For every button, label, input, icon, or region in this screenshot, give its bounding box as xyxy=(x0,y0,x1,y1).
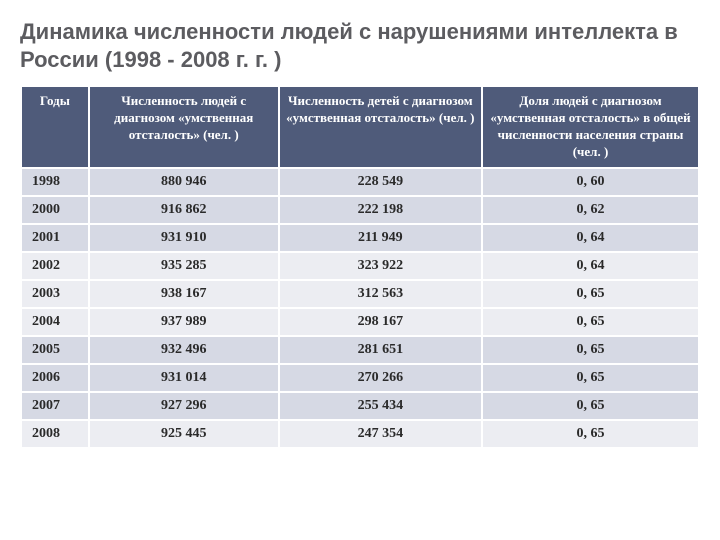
data-table: Годы Численность людей с диагнозом «умст… xyxy=(20,85,700,449)
col-header: Доля людей с диагнозом «умственная отста… xyxy=(482,86,699,168)
cell-year: 1998 xyxy=(21,168,89,196)
cell-value: 0, 62 xyxy=(482,196,699,224)
table-row: 2006 931 014 270 266 0, 65 xyxy=(21,364,699,392)
cell-value: 0, 65 xyxy=(482,420,699,448)
cell-value: 0, 64 xyxy=(482,224,699,252)
cell-value: 255 434 xyxy=(279,392,482,420)
cell-value: 0, 65 xyxy=(482,280,699,308)
cell-value: 312 563 xyxy=(279,280,482,308)
cell-value: 222 198 xyxy=(279,196,482,224)
col-header: Численность детей с диагнозом «умственна… xyxy=(279,86,482,168)
table-row: 2000 916 862 222 198 0, 62 xyxy=(21,196,699,224)
cell-value: 247 354 xyxy=(279,420,482,448)
cell-year: 2002 xyxy=(21,252,89,280)
cell-value: 935 285 xyxy=(89,252,279,280)
cell-value: 931 014 xyxy=(89,364,279,392)
cell-value: 270 266 xyxy=(279,364,482,392)
cell-value: 0, 65 xyxy=(482,308,699,336)
cell-value: 880 946 xyxy=(89,168,279,196)
cell-value: 228 549 xyxy=(279,168,482,196)
cell-value: 931 910 xyxy=(89,224,279,252)
cell-year: 2007 xyxy=(21,392,89,420)
cell-year: 2000 xyxy=(21,196,89,224)
table-row: 2004 937 989 298 167 0, 65 xyxy=(21,308,699,336)
table-row: 2007 927 296 255 434 0, 65 xyxy=(21,392,699,420)
page-title: Динамика численности людей с нарушениями… xyxy=(20,18,700,73)
cell-value: 0, 65 xyxy=(482,364,699,392)
cell-value: 937 989 xyxy=(89,308,279,336)
cell-value: 925 445 xyxy=(89,420,279,448)
cell-value: 323 922 xyxy=(279,252,482,280)
cell-year: 2006 xyxy=(21,364,89,392)
cell-value: 0, 60 xyxy=(482,168,699,196)
cell-value: 938 167 xyxy=(89,280,279,308)
cell-value: 932 496 xyxy=(89,336,279,364)
cell-year: 2008 xyxy=(21,420,89,448)
cell-value: 0, 64 xyxy=(482,252,699,280)
cell-value: 211 949 xyxy=(279,224,482,252)
cell-year: 2001 xyxy=(21,224,89,252)
table-row: 2008 925 445 247 354 0, 65 xyxy=(21,420,699,448)
table-row: 2005 932 496 281 651 0, 65 xyxy=(21,336,699,364)
table-row: 1998 880 946 228 549 0, 60 xyxy=(21,168,699,196)
cell-year: 2004 xyxy=(21,308,89,336)
cell-year: 2003 xyxy=(21,280,89,308)
cell-value: 916 862 xyxy=(89,196,279,224)
col-header: Годы xyxy=(21,86,89,168)
table-row: 2002 935 285 323 922 0, 64 xyxy=(21,252,699,280)
cell-value: 927 296 xyxy=(89,392,279,420)
cell-value: 0, 65 xyxy=(482,392,699,420)
cell-value: 281 651 xyxy=(279,336,482,364)
cell-value: 0, 65 xyxy=(482,336,699,364)
table-row: 2003 938 167 312 563 0, 65 xyxy=(21,280,699,308)
table-row: 2001 931 910 211 949 0, 64 xyxy=(21,224,699,252)
cell-year: 2005 xyxy=(21,336,89,364)
col-header: Численность людей с диагнозом «умственна… xyxy=(89,86,279,168)
cell-value: 298 167 xyxy=(279,308,482,336)
table-header-row: Годы Численность людей с диагнозом «умст… xyxy=(21,86,699,168)
